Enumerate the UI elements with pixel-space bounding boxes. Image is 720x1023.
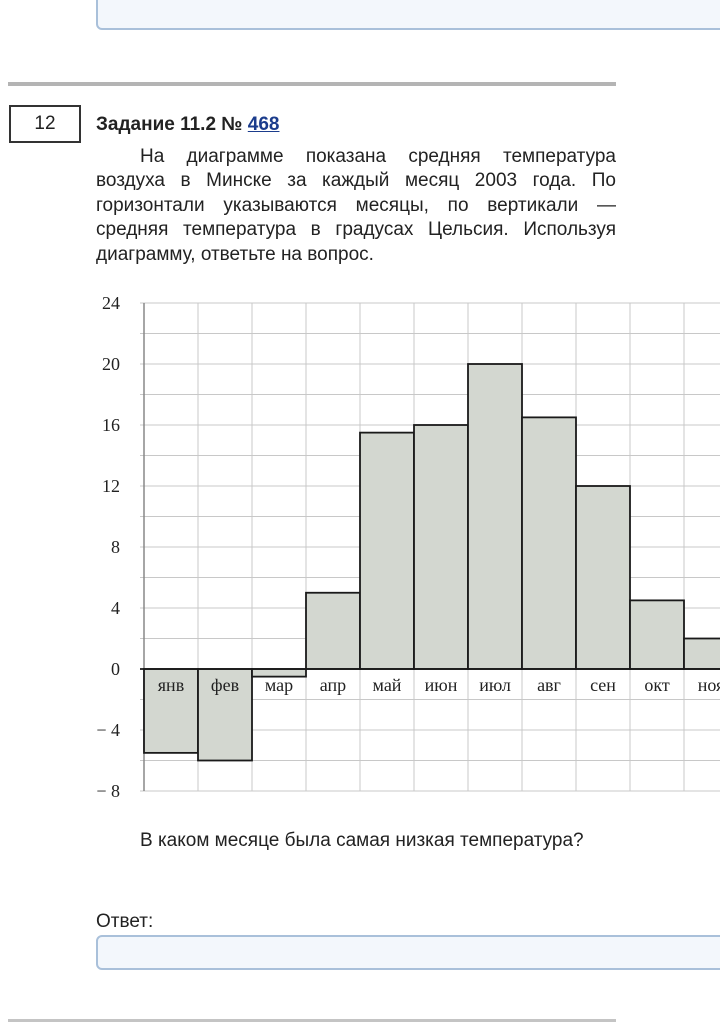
- bar: [467, 363, 523, 670]
- bar: [575, 485, 631, 670]
- y-tick-label: 8: [111, 537, 120, 557]
- answer-label: Ответ:: [96, 911, 154, 932]
- y-tick-label: 20: [102, 354, 120, 374]
- task-title-prefix: Задание 11.2 №: [96, 114, 243, 135]
- y-tick-label: 12: [102, 476, 120, 496]
- y-tick-label: − 8: [96, 781, 120, 801]
- x-tick-label: май: [373, 675, 402, 695]
- task-number: 12: [9, 105, 81, 143]
- previous-answer-input[interactable]: [96, 0, 720, 30]
- bar: [521, 416, 577, 670]
- y-tick-label: 16: [102, 415, 120, 435]
- x-tick-label: сен: [590, 675, 616, 695]
- x-tick-label: янв: [158, 675, 184, 695]
- x-tick-label: апр: [320, 675, 346, 695]
- bar: [683, 637, 720, 670]
- y-tick-label: − 4: [96, 720, 120, 740]
- task-text: На диаграмме показана средняя температур…: [96, 146, 616, 265]
- x-tick-label: июл: [479, 675, 511, 695]
- x-tick-label: авг: [537, 675, 561, 695]
- x-tick-label: окт: [644, 675, 670, 695]
- x-tick-label: ноя: [698, 675, 720, 695]
- y-tick-label: 0: [111, 659, 120, 679]
- x-tick-label: июн: [425, 675, 458, 695]
- separator: [8, 82, 616, 86]
- y-tick-label: 4: [111, 598, 120, 618]
- task-link[interactable]: 468: [247, 114, 280, 135]
- separator: [8, 1019, 616, 1022]
- question-text: В каком месяце была самая низкая темпера…: [140, 830, 584, 851]
- bar: [197, 668, 253, 762]
- temperature-chart: 24 20 16 12 8 4 0 − 4 − 8 янв фев мар апр май июн июл ав…: [96, 293, 720, 801]
- x-tick-label: мар: [265, 675, 293, 695]
- bar: [413, 424, 469, 670]
- y-tick-label: 24: [102, 293, 120, 313]
- bar: [359, 431, 415, 670]
- x-tick-label: фев: [211, 675, 239, 695]
- answer-input[interactable]: [96, 935, 720, 970]
- task-title: Задание 11.2 № 468: [96, 114, 279, 136]
- bar: [305, 591, 361, 670]
- bar: [629, 599, 685, 670]
